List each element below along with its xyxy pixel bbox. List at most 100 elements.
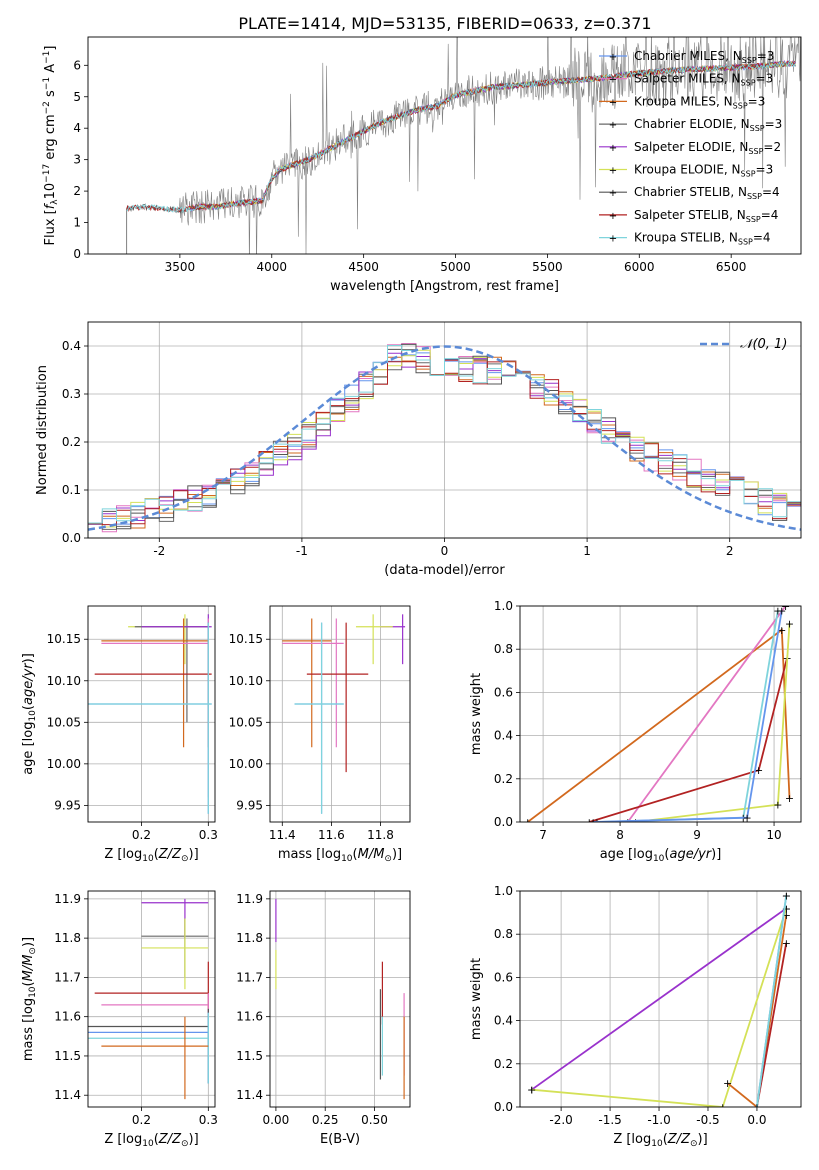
weight-marker: + [754, 764, 763, 777]
axes-frame [269, 890, 411, 1108]
y-tick-label: 10.05 [229, 715, 263, 729]
y-tick-label: 0.0 [494, 1100, 513, 1114]
y-axis-label: mass [log10(M/M⊙)] [21, 937, 38, 1061]
legend-label: Salpeter STELIB, NSSP=4 [634, 208, 778, 224]
legend-marker: + [609, 75, 617, 86]
y-axis-label: age [log10(age/yr)] [21, 653, 38, 775]
x-tick-label: -1.0 [647, 1113, 670, 1127]
x-tick-label: 1 [583, 544, 591, 558]
weight-marker: + [739, 812, 748, 825]
legend-marker: + [609, 166, 617, 177]
x-tick-label: 5000 [440, 260, 471, 274]
x-axis-label: Z [log10(Z/Z⊙)] [104, 847, 198, 864]
x-tick-label: -2 [153, 544, 165, 558]
legend-label: Salpeter ELODIE, NSSP=2 [634, 140, 781, 156]
legend-marker: + [609, 211, 617, 222]
weight-line-kroupa-elodie [531, 908, 788, 1107]
errorbar-kroupa-elodie [355, 614, 393, 665]
y-tick-label: 10.00 [47, 757, 81, 771]
legend-marker: + [609, 52, 617, 63]
plot-area-age_vs_mass [282, 614, 406, 814]
y-tick-label: 0.6 [494, 685, 513, 699]
plot-area-spectrum [126, 37, 801, 254]
weight-marker: + [523, 816, 532, 829]
weight-marker: + [585, 816, 594, 829]
x-tick-label: 0.0 [747, 1113, 766, 1127]
y-tick-label: 11.4 [54, 1088, 81, 1102]
chart-spectrum: 3500 4000 4500 5000 5500 6000 6500 0 1 2 3 4 5 6 wavel… [42, 36, 802, 294]
x-axis-label: age [log10(age/yr)] [600, 847, 722, 864]
x-tick-label: 11.4 [269, 828, 296, 842]
figure-title: PLATE=1414, MJD=53135, FIBERID=0633, z=0… [238, 14, 651, 33]
axes-frame [87, 605, 216, 823]
observed-spectrum-line [126, 37, 801, 254]
axes-frame [87, 36, 802, 255]
legend-marker: + [609, 120, 617, 131]
x-tick-label: 9 [693, 828, 701, 842]
weight-marker: + [782, 937, 791, 950]
errorbar-salpeter-miles [101, 618, 209, 798]
weight-marker: + [781, 600, 790, 613]
legend-marker: + [609, 143, 617, 154]
x-tick-label: -0.5 [696, 1113, 719, 1127]
y-tick-label: 0.8 [494, 642, 513, 656]
plot-layer: 3500 4000 4500 5000 5500 6000 6500 0 1 2 3 4 5 6 wavel… [21, 36, 802, 1149]
x-tick-label: 0.3 [199, 1113, 218, 1127]
errorbar-kroupa-elodie [141, 918, 209, 990]
model-line-kroupa-stelib [126, 60, 796, 214]
y-tick-label: 11.7 [54, 970, 81, 984]
x-tick-label: 0.25 [312, 1113, 339, 1127]
errorbar-chabrier-miles [88, 622, 212, 814]
weight-marker: + [743, 812, 752, 825]
chart-age_vs_mass: 11.4 11.6 11.8 9.95 10.00 10.05 10.10 10.15 mass… [229, 605, 411, 864]
errorbar-kroupa-miles [282, 618, 332, 748]
y-tick-label: 0.2 [62, 435, 81, 449]
y-tick-label: 1.0 [494, 884, 513, 898]
weight-marker: + [782, 909, 791, 922]
plot-area-mass_vs_Z [88, 898, 209, 1100]
y-tick-label: 11.5 [54, 1049, 81, 1063]
weight-marker: + [777, 624, 786, 637]
x-axis-label: Z [log10(Z/Z⊙)] [613, 1132, 707, 1149]
x-axis-label: E(B-V) [320, 1132, 360, 1147]
legend-label: Chabrier ELODIE, NSSP=3 [634, 117, 782, 133]
y-tick-label: 10.10 [229, 674, 263, 688]
y-tick-label: 3 [73, 153, 81, 167]
x-axis-label: Z [log10(Z/Z⊙)] [104, 1132, 198, 1149]
errorbar-salpeter-stelib [94, 961, 209, 1025]
plot-area-mass_vs_EBV [275, 898, 405, 1100]
axes-frame [519, 890, 802, 1108]
errorbar-kroupa-stelib [294, 622, 344, 814]
weight-line-kroupa-stelib [756, 895, 788, 1107]
legend-marker: + [609, 234, 617, 245]
y-tick-label: 0.3 [62, 387, 81, 401]
weight-line-chabrier-miles [593, 610, 783, 822]
x-tick-label: 6000 [624, 260, 655, 274]
chart-age_vs_Z: 0.2 0.3 9.95 10.00 10.05 10.10 10.15 Z [log10(Z… [21, 605, 218, 864]
x-axis-label: (data-model)/error [384, 563, 505, 578]
legend-label: Salpeter MILES, NSSP=3 [634, 72, 773, 88]
chart-weight_vs_Z: -2.0 -1.5 -1.0 -0.5 0.00.00.20.40.60.81.0+++… [469, 884, 802, 1149]
weight-marker: + [623, 816, 632, 829]
y-tick-label: 11.8 [236, 931, 263, 945]
weight-line-salpeter-stelib [756, 942, 788, 1107]
legend-label: Kroupa ELODIE, NSSP=3 [634, 163, 773, 179]
x-axis-label: mass [log10(M/M⊙)] [278, 847, 402, 864]
x-tick-label: 0.00 [263, 1113, 290, 1127]
y-tick-label: 0.2 [494, 772, 513, 786]
y-tick-label: 0.4 [62, 339, 81, 353]
y-tick-label: 6 [73, 58, 81, 72]
y-tick-label: 0.2 [494, 1057, 513, 1071]
x-tick-label: -1.5 [598, 1113, 621, 1127]
normal-curve [88, 345, 801, 531]
errorbar-chabrier-elodie [134, 618, 209, 723]
errorbar-kroupa-miles [101, 1016, 209, 1100]
y-tick-label: 0.6 [494, 970, 513, 984]
axes-frame [519, 605, 802, 823]
errorbar-chabrier-miles [88, 1012, 209, 1084]
plot-area-weight_vs_Z: ++++++++++++++ [527, 891, 791, 1107]
weight-line-kroupa-miles [727, 914, 788, 1107]
legend-label: Kroupa STELIB, NSSP=4 [634, 231, 771, 247]
y-tick-label: 11.6 [236, 1010, 263, 1024]
